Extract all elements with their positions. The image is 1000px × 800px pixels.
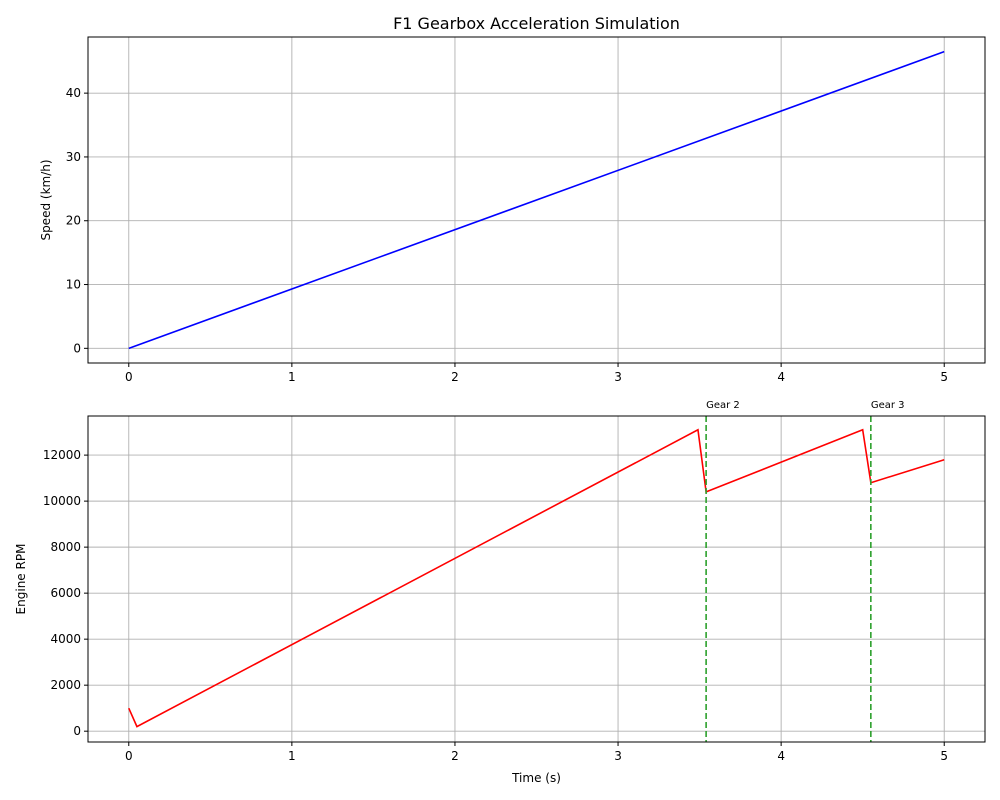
axes-frame <box>87 36 986 364</box>
x-tick-label: 5 <box>940 370 948 384</box>
y-tick-label: 30 <box>66 150 81 164</box>
y-tick-label: 20 <box>66 214 81 228</box>
y-tick-label: 40 <box>66 86 81 100</box>
x-tick-label: 0 <box>125 749 133 763</box>
y-tick-label: 10000 <box>43 494 81 508</box>
x-tick-label: 1 <box>288 749 296 763</box>
x-axis-label: Time (s) <box>511 771 561 785</box>
x-tick-label: 2 <box>451 749 459 763</box>
y-tick-label: 4000 <box>50 632 81 646</box>
gear-shift-label: Gear 3 <box>871 400 905 411</box>
x-tick-label: 5 <box>940 749 948 763</box>
x-tick-label: 4 <box>777 370 785 384</box>
y-axis-label: Speed (km/h) <box>39 159 53 240</box>
x-tick-label: 3 <box>614 749 622 763</box>
y-tick-label: 0 <box>73 724 81 738</box>
series-line <box>128 50 945 350</box>
y-axis-label: Engine RPM <box>14 544 28 615</box>
x-tick-label: 4 <box>777 749 785 763</box>
gear-shift-label: Gear 2 <box>706 400 740 411</box>
y-tick-label: 10 <box>66 278 81 292</box>
y-tick-label: 2000 <box>50 678 81 692</box>
x-tick-label: 3 <box>614 370 622 384</box>
x-tick-label: 1 <box>288 370 296 384</box>
axes-frame <box>87 415 986 743</box>
rpm-subplot: Gear 2 Gear 3 0 1 2 3 4 5 0 2000 4000 6000 8000 10000… <box>14 400 986 785</box>
speed-subplot: 0 1 2 3 4 5 0 10 20 30 40 Speed (km/h) <box>39 36 986 384</box>
y-tick-label: 8000 <box>50 540 81 554</box>
y-tick-label: 12000 <box>43 448 81 462</box>
x-tick-label: 2 <box>451 370 459 384</box>
x-tick-label: 0 <box>125 370 133 384</box>
y-tick-label: 0 <box>73 341 81 355</box>
y-tick-label: 6000 <box>50 586 81 600</box>
chart-title: F1 Gearbox Acceleration Simulation <box>393 14 680 33</box>
